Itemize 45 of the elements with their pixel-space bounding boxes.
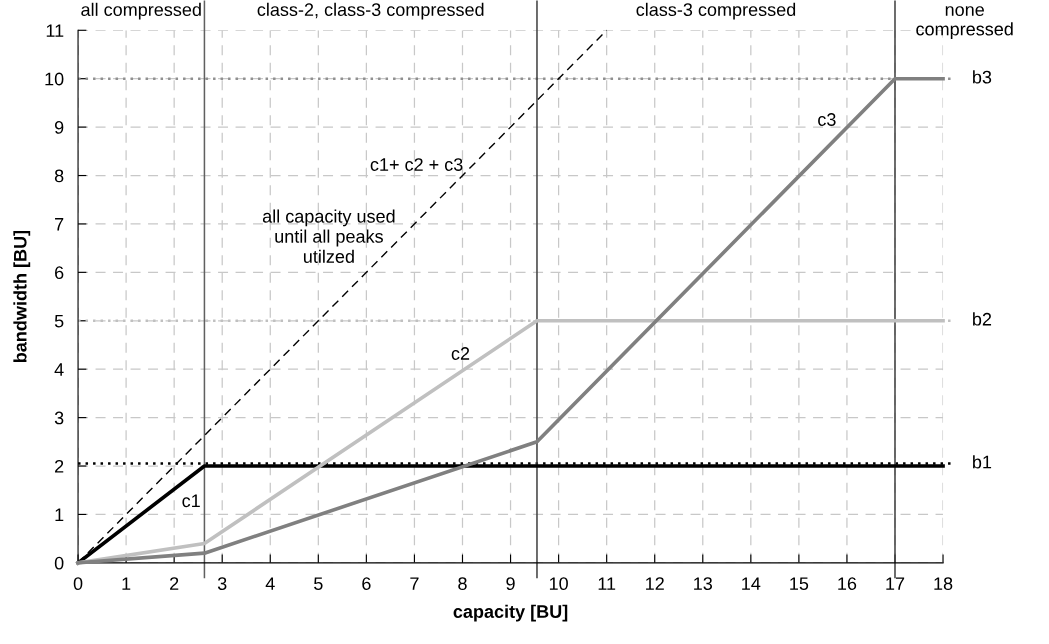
x-tick-label: 11 (598, 577, 616, 590)
x-tick-label: 17 (886, 577, 905, 590)
y-tick-label: 7 (55, 218, 64, 231)
x-tick-label: 13 (694, 577, 713, 591)
y-tick-label: 8 (54, 169, 64, 183)
x-tick-label: 18 (934, 577, 953, 591)
x-tick-label: 15 (790, 577, 809, 591)
y-tick-label: 3 (54, 411, 64, 425)
series-label: c1 (182, 494, 200, 508)
series-label: c2 (451, 347, 470, 360)
x-axis-title: capacity [BU] (453, 604, 568, 622)
y-tick-label: 9 (54, 121, 64, 134)
annotation: all capacity used until all peaks utilzed (262, 209, 395, 263)
x-tick-label: 14 (742, 577, 761, 590)
annotation: none compressed (916, 6, 1013, 40)
y-tick-label: 6 (55, 266, 64, 280)
x-tick-label: 5 (314, 577, 323, 591)
x-tick-label: 10 (549, 577, 568, 591)
text: all compressed (81, 2, 201, 20)
x-tick-label: 0 (73, 577, 83, 591)
x-tick-label: 1 (122, 577, 131, 590)
x-tick-label: 7 (410, 577, 419, 590)
text: class-3 compressed (636, 2, 796, 20)
ref-line-label: b1 (973, 455, 992, 469)
x-tick-label: 3 (217, 577, 227, 591)
x-tick-label: 4 (265, 577, 275, 590)
y-tick-label: 1 (55, 508, 64, 521)
text: class-2, class-3 compressed (257, 2, 484, 20)
y-tick-label: 5 (54, 314, 64, 328)
x-tick-label: 12 (646, 577, 664, 590)
y-tick-label: 4 (54, 363, 64, 376)
x-tick-label: 9 (506, 577, 515, 591)
y-tick-label: 10 (45, 72, 64, 86)
y-tick-label: 2 (55, 459, 64, 473)
x-tick-label: 6 (362, 577, 371, 591)
y-tick-label: 11 (46, 24, 64, 37)
x-tick-label: 8 (458, 577, 467, 591)
x-tick-label: 2 (170, 577, 179, 590)
y-tick-label: 0 (54, 556, 64, 570)
x-tick-label: 16 (838, 577, 857, 591)
series-label: c3 (818, 113, 836, 126)
ref-line-label: b3 (973, 70, 992, 84)
series-label: c1+ c2 + c3 (370, 158, 463, 171)
ref-line-label: b2 (973, 312, 992, 326)
y-axis-title: bandwidth [BU] (13, 230, 31, 363)
